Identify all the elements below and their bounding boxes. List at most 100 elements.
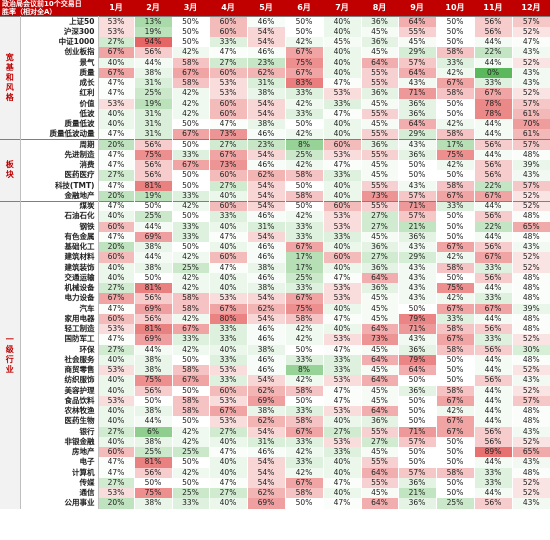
heatmap-cell: 44%	[473, 231, 512, 242]
heatmap-cell: 54%	[246, 200, 285, 212]
row-label: 电子	[20, 457, 99, 468]
table-row: 红利 47% 25% 42% 53% 38% 33% 53% 36% 71% 58% 67% 52%	[0, 88, 550, 99]
heatmap-cell: 58%	[435, 467, 474, 478]
heatmap-cell: 45%	[360, 293, 398, 304]
heatmap-cell: 60%	[208, 98, 247, 109]
heatmap-cell: 27%	[97, 426, 134, 437]
column-header-5: 5月	[247, 0, 285, 17]
table-row: 社会服务 40% 38% 50% 33% 46% 33% 33% 64% 79% 50% 44% 48%	[0, 354, 550, 365]
row-label: 沪深300	[20, 26, 99, 37]
heatmap-cell: 43%	[397, 138, 436, 150]
heatmap-cell: 33%	[473, 467, 512, 478]
heatmap-cell: 64%	[397, 119, 436, 130]
heatmap-cell: 25%	[171, 447, 209, 458]
heatmap-cell: 50%	[133, 477, 172, 488]
heatmap-cell: 44%	[133, 416, 172, 427]
heatmap-cell: 67%	[473, 252, 512, 263]
heatmap-cell: 20%	[97, 498, 134, 509]
heatmap-cell: 56%	[133, 385, 172, 396]
heatmap-cell: 47%	[322, 313, 361, 324]
heatmap-cell: 67%	[284, 426, 323, 437]
heatmap-cell: 46%	[246, 211, 285, 222]
heatmap-cell: 53%	[322, 334, 361, 345]
heatmap-cell: 67%	[284, 242, 323, 253]
heatmap-cell: 52%	[511, 488, 550, 499]
heatmap-cell: 27%	[97, 283, 134, 294]
heatmap-cell: 40%	[322, 262, 361, 273]
heatmap-cell: 27%	[360, 211, 398, 222]
heatmap-cell: 73%	[360, 334, 398, 345]
heatmap-cell: 47%	[97, 231, 134, 242]
heatmap-cell: 58%	[284, 313, 323, 324]
heatmap-cell: 40%	[208, 344, 247, 355]
table-row: 公用事业 20% 38% 33% 40% 69% 50% 47% 64% 36% 25% 56% 43%	[0, 498, 550, 509]
heatmap-cell: 29%	[397, 47, 436, 58]
heatmap-cell: 31%	[133, 78, 172, 89]
heatmap-cell: 67%	[435, 190, 474, 201]
heatmap-cell: 47%	[97, 129, 134, 140]
heatmap-cell: 50%	[397, 395, 436, 406]
row-label: 轻工制造	[20, 324, 99, 335]
heatmap-cell: 57%	[397, 211, 436, 222]
heatmap-cell: 53%	[322, 436, 361, 447]
table-row: 创业板指 67% 56% 42% 47% 46% 67% 40% 45% 29% 58% 22% 43%	[0, 47, 550, 58]
heatmap-cell: 33%	[171, 221, 209, 232]
heatmap-cell: 42%	[171, 283, 209, 294]
heatmap-cell: 56%	[133, 170, 172, 181]
heatmap-cell: 67%	[171, 129, 209, 140]
heatmap-cell: 29%	[397, 129, 436, 140]
heatmap-cell: 30%	[511, 344, 550, 355]
heatmap-cell: 54%	[246, 231, 285, 242]
table-row: 质量低波 40% 31% 50% 47% 38% 50% 40% 45% 64% 42% 44% 70%	[0, 119, 550, 130]
heatmap-cell: 58%	[435, 129, 474, 140]
heatmap-cell: 36%	[397, 385, 436, 396]
heatmap-cell: 71%	[397, 88, 436, 99]
heatmap-cell: 67%	[435, 78, 474, 89]
heatmap-cell: 56%	[473, 170, 512, 181]
heatmap-cell: 42%	[435, 293, 474, 304]
heatmap-cell: 40%	[97, 57, 134, 68]
row-label: 景气	[20, 57, 99, 68]
heatmap-cell: 33%	[322, 170, 361, 181]
heatmap-cell: 55%	[360, 200, 398, 212]
heatmap-cell: 50%	[435, 231, 474, 242]
heatmap-cell: 53%	[97, 98, 134, 109]
heatmap-cell: 40%	[97, 375, 134, 386]
heatmap-cell: 33%	[208, 37, 247, 48]
heatmap-cell: 36%	[360, 416, 398, 427]
heatmap-cell: 54%	[246, 477, 285, 488]
heatmap-cell: 44%	[133, 344, 172, 355]
heatmap-cell: 67%	[208, 149, 247, 160]
heatmap-cell: 52%	[511, 57, 550, 68]
heatmap-cell: 44%	[473, 149, 512, 160]
heatmap-cell: 60%	[208, 67, 247, 78]
heatmap-cell: 50%	[435, 37, 474, 48]
row-label: 交通运输	[20, 272, 99, 283]
row-label: 周期	[20, 138, 99, 150]
heatmap-cell: 50%	[133, 200, 172, 212]
heatmap-cell: 55%	[397, 26, 436, 37]
row-label: 社会服务	[20, 354, 99, 365]
heatmap-cell: 58%	[435, 47, 474, 58]
heatmap-cell: 50%	[435, 26, 474, 37]
heatmap-cell: 40%	[322, 67, 361, 78]
row-label: 医药生物	[20, 416, 99, 427]
heatmap-cell: 40%	[322, 467, 361, 478]
heatmap-cell: 42%	[171, 313, 209, 324]
heatmap-cell: 47%	[208, 231, 247, 242]
heatmap-cell: 67%	[435, 334, 474, 345]
heatmap-cell: 55%	[360, 149, 398, 160]
heatmap-cell: 78%	[473, 108, 512, 119]
table-row: 景气 40% 44% 58% 27% 23% 75% 40% 64% 57% 33% 44% 52%	[0, 57, 550, 68]
heatmap-cell: 40%	[322, 488, 361, 499]
heatmap-cell: 33%	[435, 200, 474, 212]
table-row: 美容护理 40% 56% 50% 60% 62% 58% 47% 45% 36% 58% 44% 52%	[0, 385, 550, 396]
heatmap-cell: 53%	[322, 375, 361, 386]
heatmap-cell: 27%	[208, 488, 247, 499]
heatmap-cell: 31%	[246, 436, 285, 447]
heatmap-cell: 50%	[397, 170, 436, 181]
heatmap-cell: 33%	[208, 354, 247, 365]
heatmap-cell: 48%	[511, 416, 550, 427]
group-label: 一级行业	[0, 200, 21, 509]
heatmap-cell: 45%	[360, 98, 398, 109]
